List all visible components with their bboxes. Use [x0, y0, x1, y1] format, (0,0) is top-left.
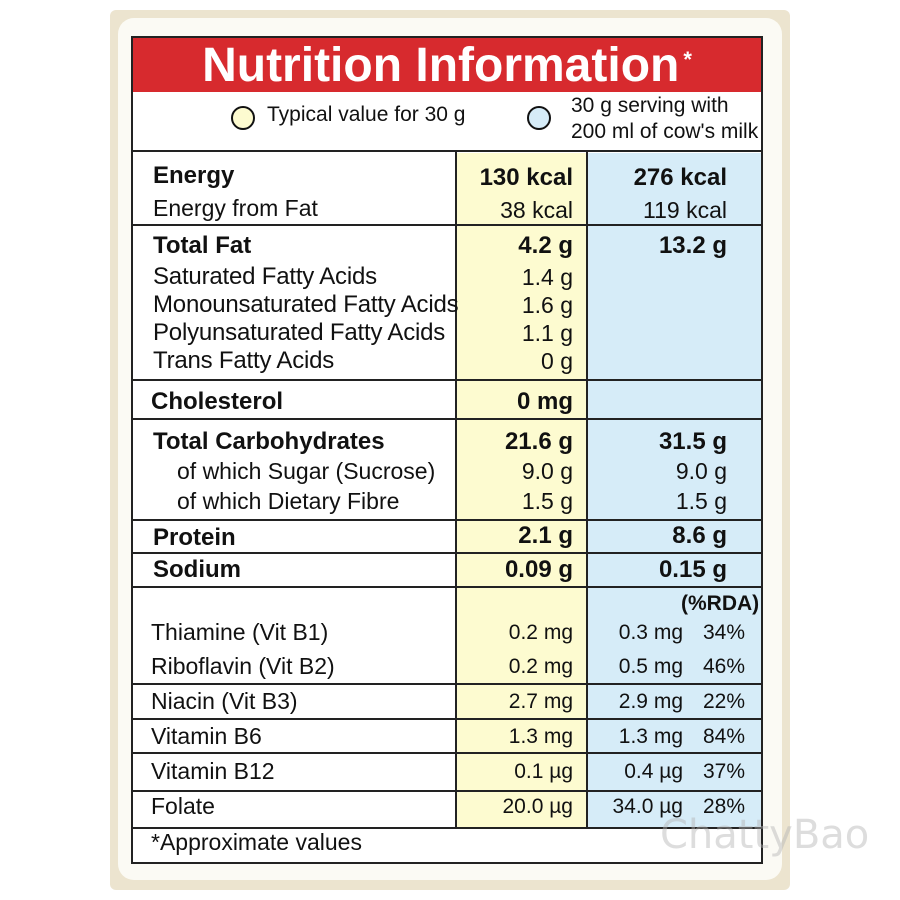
vitamin-typical: 20.0 µg	[502, 795, 574, 818]
typical-column	[457, 153, 587, 829]
page-title: Nutrition Information	[202, 39, 680, 92]
divider	[133, 418, 761, 420]
energy-label: Energy	[153, 162, 235, 189]
legend-typical: Typical value for 30 g	[267, 103, 466, 126]
protein-serving: 8.6 g	[672, 522, 727, 549]
divider	[133, 379, 761, 381]
divider	[133, 552, 761, 554]
monounsaturated-label: Monounsaturated Fatty Acids	[153, 291, 459, 318]
energy-serving: 276 kcal	[633, 164, 727, 191]
vitamin-typical: 0.1 µg	[514, 760, 573, 783]
vitamin-label: Thiamine (Vit B1)	[151, 619, 329, 645]
divider	[586, 150, 588, 829]
vitamin-serving: 1.3 mg	[618, 725, 683, 748]
monounsaturated-typical: 1.6 g	[521, 292, 573, 318]
vitamin-label: Vitamin B12	[151, 758, 275, 784]
vitamin-typical: 1.3 mg	[508, 725, 573, 748]
trans-fat-typical: 0 g	[541, 348, 573, 374]
cholesterol-label: Cholesterol	[151, 388, 284, 415]
title-asterisk: *	[683, 47, 692, 72]
divider	[133, 586, 761, 588]
polyunsaturated-typical: 1.1 g	[521, 320, 573, 346]
polyunsaturated-label: Polyunsaturated Fatty Acids	[153, 319, 446, 346]
sodium-serving: 0.15 g	[658, 556, 727, 583]
sodium-label: Sodium	[153, 556, 241, 583]
sugar-label: of which Sugar (Sucrose)	[177, 458, 436, 484]
vitamin-rda: 84%	[702, 725, 745, 748]
divider	[133, 752, 761, 754]
vitamin-typical: 0.2 mg	[508, 655, 573, 678]
sugar-serving: 9.0 g	[675, 458, 727, 484]
total-fat-label: Total Fat	[153, 232, 252, 259]
legend: Typical value for 30 g 30 g serving with…	[133, 94, 761, 148]
vitamin-label: Riboflavin (Vit B2)	[151, 653, 335, 679]
fibre-typical: 1.5 g	[521, 488, 573, 514]
divider	[133, 150, 761, 152]
divider	[133, 827, 761, 829]
saturated-typical: 1.4 g	[521, 264, 573, 290]
divider	[133, 718, 761, 720]
vitamin-serving: 0.5 mg	[618, 655, 683, 678]
carbs-label: Total Carbohydrates	[153, 428, 385, 455]
saturated-label: Saturated Fatty Acids	[153, 263, 377, 290]
rda-header: (%RDA)	[681, 592, 760, 615]
yellow-circle-icon	[231, 106, 255, 130]
legend-serving-line1: 30 g serving with	[571, 94, 729, 117]
vitamin-rda: 28%	[702, 795, 745, 818]
vitamin-label: Niacin (Vit B3)	[151, 688, 298, 714]
divider	[133, 224, 761, 226]
protein-typical: 2.1 g	[518, 522, 573, 549]
footnote: *Approximate values	[151, 829, 362, 855]
blue-circle-icon	[527, 106, 551, 130]
energy-from-fat-typical: 38 kcal	[500, 197, 573, 223]
vitamin-rda: 34%	[702, 621, 745, 644]
vitamin-label: Vitamin B6	[151, 723, 262, 749]
sodium-typical: 0.09 g	[504, 556, 573, 583]
vitamin-serving: 0.3 mg	[618, 621, 683, 644]
fibre-serving: 1.5 g	[675, 488, 727, 514]
protein-label: Protein	[153, 524, 236, 551]
legend-serving-line2: 200 ml of cow's milk	[571, 120, 759, 143]
nutrition-panel: Nutrition Information * Typical value for…	[131, 36, 763, 864]
vitamin-rda: 22%	[702, 690, 745, 713]
sugar-typical: 9.0 g	[521, 458, 573, 484]
serving-column	[587, 153, 761, 829]
divider	[133, 790, 761, 792]
energy-from-fat-serving: 119 kcal	[643, 197, 727, 223]
vitamin-label: Folate	[151, 793, 215, 819]
energy-from-fat-label: Energy from Fat	[153, 195, 318, 221]
title-banner: Nutrition Information *	[133, 38, 761, 92]
vitamin-serving: 2.9 mg	[618, 690, 683, 713]
carbs-typical: 21.6 g	[504, 428, 573, 455]
vitamin-rda: 46%	[702, 655, 745, 678]
vitamin-serving: 0.4 µg	[624, 760, 683, 783]
total-fat-typical: 4.2 g	[518, 232, 573, 259]
divider	[133, 519, 761, 521]
vitamin-typical: 0.2 mg	[508, 621, 573, 644]
watermark: ChattyBao	[660, 812, 870, 858]
total-fat-serving: 13.2 g	[658, 232, 727, 259]
cholesterol-typical: 0 mg	[516, 388, 573, 415]
divider	[455, 150, 457, 829]
divider	[133, 683, 761, 685]
vitamin-serving: 34.0 µg	[612, 795, 684, 818]
trans-fat-label: Trans Fatty Acids	[153, 347, 335, 374]
vitamin-typical: 2.7 mg	[508, 690, 573, 713]
fibre-label: of which Dietary Fibre	[177, 488, 400, 514]
energy-typical: 130 kcal	[479, 164, 573, 191]
vitamin-rda: 37%	[702, 760, 745, 783]
carbs-serving: 31.5 g	[658, 428, 727, 455]
